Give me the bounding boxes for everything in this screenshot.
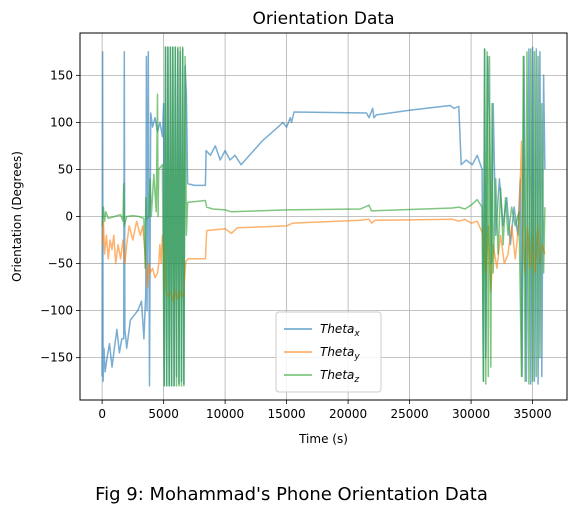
chart-title: Orientation Data: [253, 9, 395, 29]
x-tick-label: 15000: [268, 407, 306, 421]
legend-label: Thetay: [320, 345, 360, 362]
y-tick-label: 50: [58, 162, 73, 176]
legend-label-name: Theta: [320, 345, 354, 359]
orientation-chart: Orientation Data 0 5000 10000 15000 20000 250…: [10, 9, 568, 446]
x-tick-label: 35000: [513, 407, 551, 421]
x-tick-label: 5000: [148, 407, 179, 421]
y-axis: −150 −100 −50 0 50 100 150: [40, 68, 80, 365]
legend-label-name: Theta: [320, 368, 354, 382]
figure-caption: Fig 9: Mohammad's Phone Orientation Data: [95, 484, 488, 505]
legend-label-subscript: y: [353, 352, 360, 362]
legend-label: Thetax: [320, 322, 360, 339]
series-line-theta-y: [101, 140, 546, 302]
legend-label: Thetaz: [320, 368, 359, 385]
legend-label-subscript: z: [353, 375, 359, 385]
x-tick-label: 10000: [206, 407, 244, 421]
y-tick-label: −50: [48, 257, 73, 271]
x-tick-label: 25000: [390, 407, 428, 421]
x-axis-label: Time (s): [298, 432, 348, 446]
x-tick-label: 20000: [329, 407, 367, 421]
series-line-theta-z: [101, 46, 546, 387]
y-tick-label: −100: [40, 304, 73, 318]
plot-area: [101, 46, 546, 387]
legend-box: [275, 311, 382, 393]
y-tick-label: 100: [50, 115, 73, 129]
x-tick-label: 0: [98, 407, 106, 421]
x-axis: 0 5000 10000 15000 20000 25000 30000 35000: [98, 400, 552, 421]
legend-label-subscript: x: [353, 329, 360, 339]
y-tick-label: 150: [50, 68, 73, 82]
legend-label-name: Theta: [320, 322, 354, 336]
y-axis-label: Orientation (Degrees): [10, 151, 24, 282]
x-tick-label: 30000: [452, 407, 490, 421]
y-tick-label: −150: [40, 351, 73, 365]
y-tick-label: 0: [65, 210, 73, 224]
